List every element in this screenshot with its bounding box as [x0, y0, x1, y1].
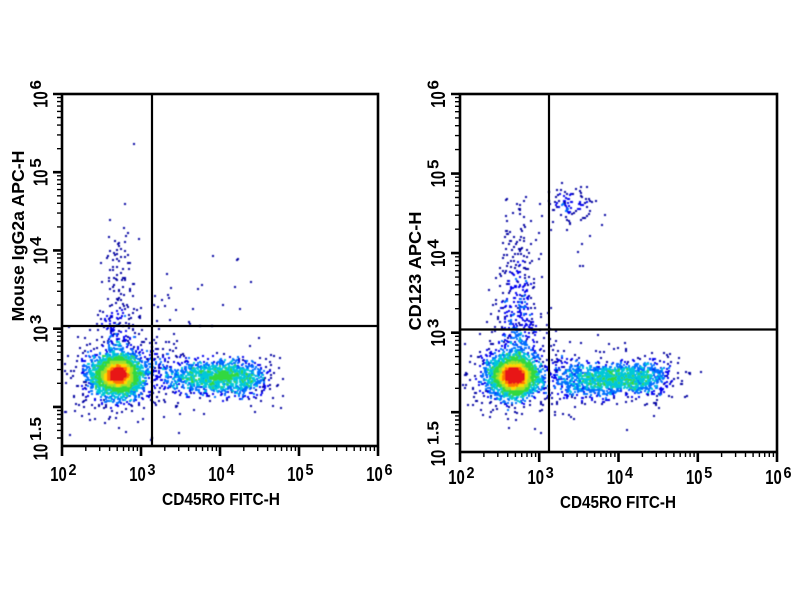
svg-text:10: 10 — [50, 463, 67, 486]
svg-text:10: 10 — [427, 250, 450, 267]
svg-text:5: 5 — [306, 462, 314, 479]
svg-text:10: 10 — [366, 463, 383, 486]
svg-text:1.5: 1.5 — [28, 417, 45, 441]
svg-text:3: 3 — [546, 465, 554, 482]
svg-text:5: 5 — [28, 158, 45, 168]
svg-text:10: 10 — [30, 326, 53, 343]
svg-text:6: 6 — [385, 462, 393, 479]
svg-text:6: 6 — [426, 80, 443, 90]
svg-text:3: 3 — [426, 319, 443, 329]
svg-text:3: 3 — [28, 315, 45, 325]
svg-text:10: 10 — [448, 466, 465, 489]
svg-text:10: 10 — [765, 466, 782, 489]
svg-text:10: 10 — [427, 330, 450, 347]
svg-text:10: 10 — [287, 463, 304, 486]
svg-text:10: 10 — [427, 91, 450, 108]
svg-text:2: 2 — [69, 462, 77, 479]
svg-text:1.5: 1.5 — [426, 421, 443, 445]
svg-text:6: 6 — [784, 465, 792, 482]
svg-text:4: 4 — [227, 462, 235, 479]
svg-text:4: 4 — [625, 465, 633, 482]
svg-text:3: 3 — [148, 462, 156, 479]
svg-text:6: 6 — [28, 80, 45, 90]
svg-text:10: 10 — [30, 444, 53, 461]
svg-text:2: 2 — [467, 465, 475, 482]
svg-text:4: 4 — [28, 236, 45, 246]
svg-text:CD45RO FITC-H: CD45RO FITC-H — [560, 492, 676, 512]
svg-text:10: 10 — [607, 466, 624, 489]
svg-text:10: 10 — [30, 248, 53, 265]
svg-text:5: 5 — [426, 159, 443, 169]
svg-text:10: 10 — [129, 463, 146, 486]
svg-text:4: 4 — [426, 239, 443, 249]
svg-text:5: 5 — [704, 465, 712, 482]
svg-text:CD45RO FITC-H: CD45RO FITC-H — [162, 489, 280, 509]
svg-text:10: 10 — [686, 466, 703, 489]
svg-text:CD123 APC-H: CD123 APC-H — [405, 212, 425, 331]
svg-text:10: 10 — [30, 91, 53, 108]
svg-text:Mouse IgG2a APC-H: Mouse IgG2a APC-H — [8, 151, 28, 322]
svg-text:10: 10 — [427, 450, 450, 467]
svg-text:10: 10 — [30, 169, 53, 186]
svg-text:10: 10 — [528, 466, 545, 489]
svg-text:10: 10 — [208, 463, 225, 486]
svg-text:10: 10 — [427, 171, 450, 188]
